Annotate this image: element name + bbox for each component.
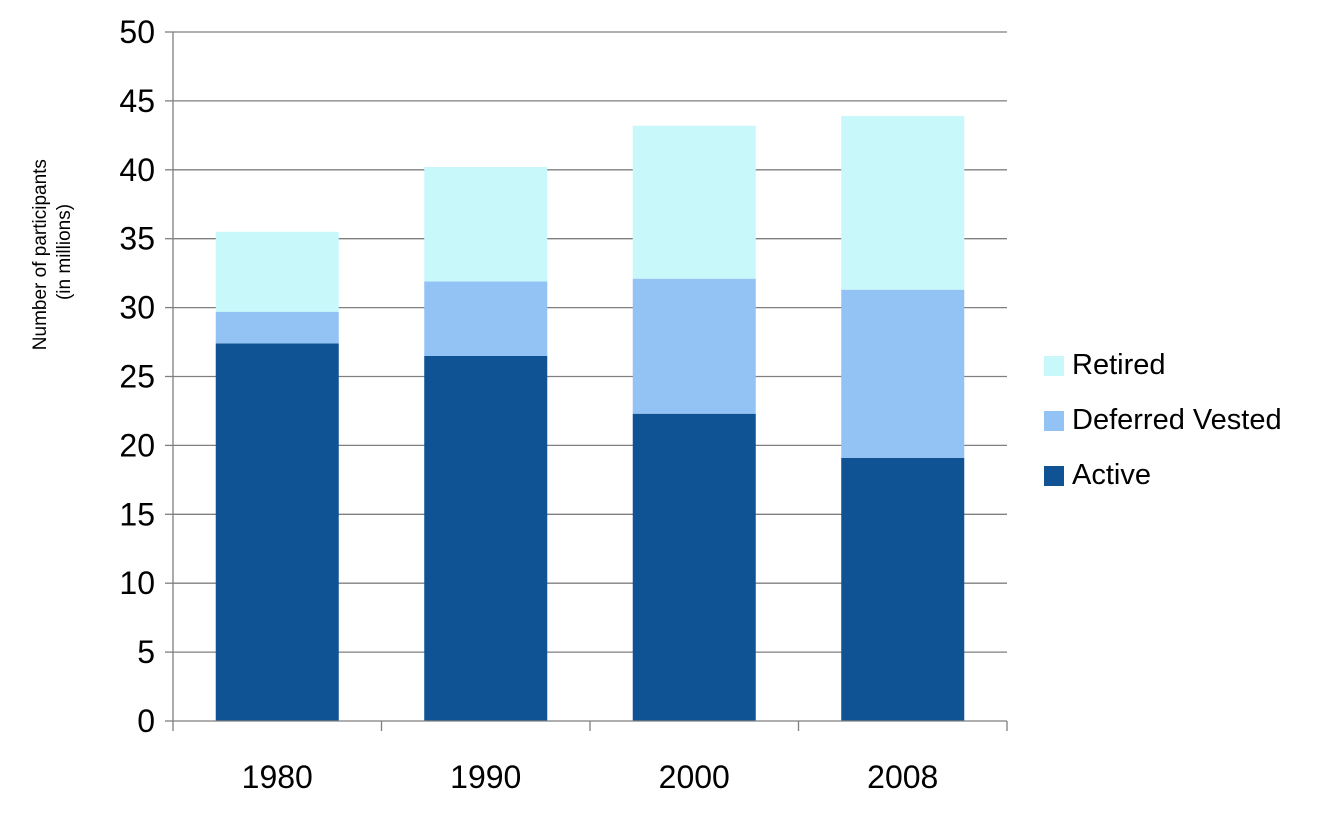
y-tick-label: 0 <box>137 703 155 739</box>
bar-retired-1980 <box>215 231 339 312</box>
bar-retired-1990 <box>424 167 548 282</box>
y-tick-label: 20 <box>119 427 155 463</box>
x-tick-label: 2000 <box>659 759 730 795</box>
bar-deferred-vested-1990 <box>424 281 548 356</box>
y-tick-label: 40 <box>119 152 155 188</box>
y-tick-label: 5 <box>137 634 155 670</box>
bar-active-2000 <box>632 413 756 721</box>
legend-swatch-active <box>1044 465 1064 486</box>
bar-active-1990 <box>424 355 548 721</box>
axes <box>165 31 1008 731</box>
legend-item-retired: Retired <box>1044 338 1282 393</box>
y-tick-label: 50 <box>119 14 155 50</box>
bar-retired-2008 <box>841 116 965 290</box>
y-tick-label: 30 <box>119 290 155 326</box>
y-tick-label: 15 <box>119 496 155 532</box>
legend-swatch-deferred-vested <box>1044 410 1064 431</box>
legend-item-active: Active <box>1044 448 1282 503</box>
y-tick-label: 10 <box>119 565 155 601</box>
y-tick-label: 35 <box>119 221 155 257</box>
x-tick-label: 1990 <box>450 759 521 795</box>
tick-labels: 0 5 10 15 20 25 30 35 40 45 50 1980 1990 2000 2008 <box>119 14 938 795</box>
bar-active-2008 <box>841 457 965 721</box>
y-axis-label: Number of participants (in millions) <box>30 154 75 350</box>
y-tick-label: 45 <box>119 83 155 119</box>
legend-swatch-retired <box>1044 355 1064 376</box>
bar-deferred-vested-2008 <box>841 289 965 458</box>
legend-label-active: Active <box>1072 459 1151 491</box>
y-axis-label-line-1: Number of participants <box>30 159 51 350</box>
y-axis-label-line-2: (in millions) <box>54 204 75 300</box>
y-tick-label: 25 <box>119 359 155 395</box>
legend-label-deferred-vested: Deferred Vested <box>1072 404 1282 436</box>
legend-item-deferred-vested: Deferred Vested <box>1044 393 1282 448</box>
legend: Retired Deferred Vested Active <box>1044 338 1282 503</box>
bars <box>215 116 965 721</box>
legend-label-retired: Retired <box>1072 349 1166 381</box>
bar-deferred-vested-2000 <box>632 278 756 414</box>
x-tick-label: 1980 <box>242 759 313 795</box>
bar-retired-2000 <box>632 125 756 279</box>
bar-deferred-vested-1980 <box>215 311 339 344</box>
bar-active-1980 <box>215 343 339 721</box>
x-tick-label: 2008 <box>867 759 938 795</box>
